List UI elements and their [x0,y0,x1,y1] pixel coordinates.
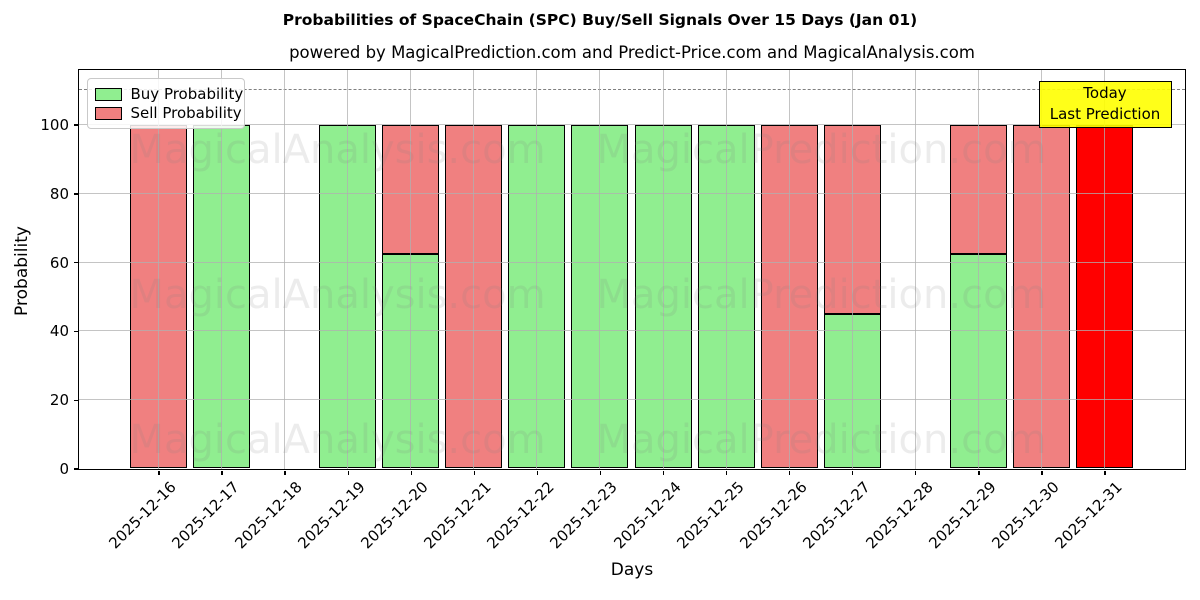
chart-title: Probabilities of SpaceChain (SPC) Buy/Se… [282,11,918,29]
annotation-line-1: Today [1083,84,1127,102]
buy-swatch-icon [94,87,122,101]
y-tick-label-0: 0 [59,460,69,478]
gridline-v-2025-12-24 [662,69,664,469]
x-tickmark-2025-12-31 [1104,470,1106,475]
x-tickmark-2025-12-26 [788,470,791,475]
y-tickmark-0 [74,468,79,470]
gridline-v-2025-12-20 [410,69,412,469]
gridline-v-2025-12-16 [158,69,159,469]
y-tickmark-40 [74,330,79,333]
x-tickmark-2025-12-20 [410,470,412,475]
y-tickmark-80 [74,193,79,195]
gridline-v-2025-12-22 [536,69,538,469]
x-tickmark-2025-12-23 [599,470,602,475]
y-tick-label-60: 60 [49,253,69,272]
x-tickmark-2025-12-17 [221,470,223,475]
gridline-h-100 [78,124,1185,126]
y-tick-label-100: 100 [40,116,69,135]
gridline-v-2025-12-31 [1104,69,1105,469]
legend-label-buy: Buy Probability [130,85,244,103]
x-tickmark-2025-12-16 [158,470,160,475]
y-tick-label-20: 20 [49,391,69,410]
gridline-v-2025-12-26 [788,69,790,469]
x-tickmark-2025-12-27 [852,470,854,475]
gridline-v-2025-12-25 [725,69,727,469]
plot-area: MagicalAnalysis.comMagicalPrediction.com… [77,68,1186,470]
gridline-v-2025-12-29 [977,69,979,469]
x-tickmark-2025-12-29 [978,470,980,475]
gridline-h-20 [78,399,1185,401]
gridline-v-2025-12-21 [473,69,475,469]
gridline-h-40 [78,330,1185,332]
gridline-v-2025-12-28 [914,69,916,469]
gridline-v-2025-12-19 [347,69,349,469]
x-tickmark-2025-12-18 [284,470,286,475]
x-tickmark-2025-12-24 [662,470,665,475]
y-tickmark-20 [74,399,79,401]
gridline-v-2025-12-30 [1040,69,1042,469]
x-axis-label: Days [610,560,654,580]
legend-item-sell: Sell Probability [94,104,244,123]
x-tickmark-2025-12-25 [725,470,728,475]
x-tickmark-2025-12-30 [1041,470,1043,475]
gridline-v-2025-12-17 [221,69,223,469]
x-tickmark-2025-12-28 [915,470,917,475]
threshold-dashed-line [78,89,1185,91]
sell-swatch-icon [94,106,122,120]
y-tickmark-60 [74,261,79,264]
x-tickmark-2025-12-22 [536,470,539,475]
gridline-v-2025-12-27 [851,69,853,469]
gridline-h-60 [78,261,1185,263]
y-tickmark-100 [74,124,79,126]
y-tick-label-80: 80 [49,184,69,203]
y-tick-label-40: 40 [49,322,69,341]
x-tickmark-2025-12-21 [473,470,476,475]
today-last-prediction-box: Today Last Prediction [1038,80,1172,128]
x-tickmark-2025-12-19 [347,470,349,475]
legend-item-buy: Buy Probability [94,85,244,104]
gridline-v-2025-12-18 [284,69,286,469]
chart-subtitle: powered by MagicalPrediction.com and Pre… [289,43,975,62]
gridline-v-2025-12-23 [599,69,601,469]
legend-label-sell: Sell Probability [130,104,242,122]
gridline-h-80 [78,192,1185,194]
annotation-line-2: Last Prediction [1049,105,1161,123]
legend: Buy Probability Sell Probability [86,77,245,129]
